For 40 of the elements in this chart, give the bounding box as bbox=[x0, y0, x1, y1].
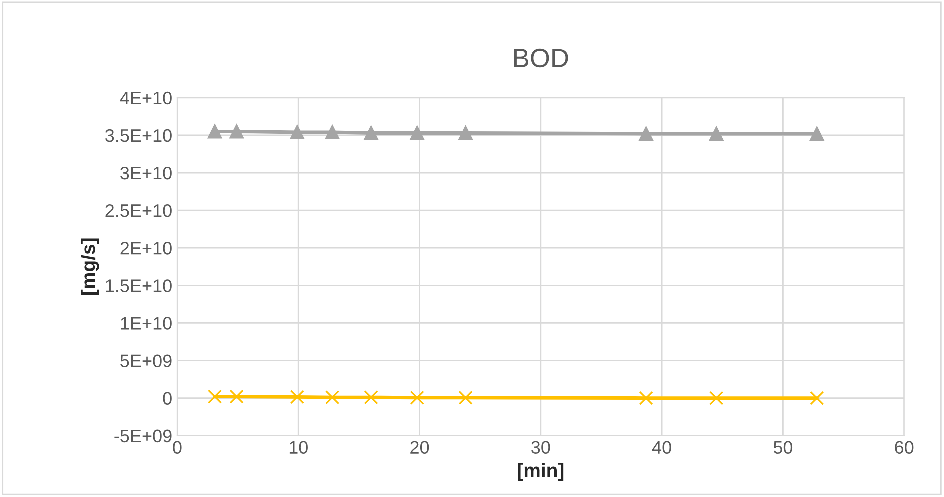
point bbox=[410, 390, 424, 406]
point bbox=[709, 126, 724, 142]
point bbox=[325, 125, 340, 140]
point bbox=[290, 390, 304, 404]
point bbox=[639, 126, 654, 142]
point bbox=[208, 390, 222, 404]
point bbox=[230, 390, 244, 404]
y-tick-label: 5E+09 bbox=[120, 354, 172, 368]
x-axis-title: [min] bbox=[518, 463, 564, 482]
y-tick-label: 3E+10 bbox=[120, 166, 172, 180]
point bbox=[364, 390, 378, 405]
point bbox=[810, 126, 824, 142]
point bbox=[325, 390, 340, 405]
point bbox=[230, 124, 244, 139]
point bbox=[290, 125, 304, 140]
point bbox=[810, 391, 824, 406]
x-tick-label: 60 bbox=[895, 441, 914, 454]
x-tick-label: 50 bbox=[774, 441, 793, 454]
y-tick-label: 3.5E+10 bbox=[106, 129, 172, 142]
y-tick-label: 1E+10 bbox=[121, 317, 172, 330]
point bbox=[458, 390, 473, 406]
y-tick-label: 1.5E+10 bbox=[106, 280, 172, 292]
chart-title: BOD bbox=[514, 48, 568, 68]
y-tick-label: 2E+10 bbox=[120, 242, 172, 255]
y-tick-label: 4E+10 bbox=[120, 92, 172, 105]
x-tick-label: 0 bbox=[173, 441, 182, 454]
point bbox=[364, 126, 378, 140]
x-tick-label: 40 bbox=[652, 441, 672, 454]
y-tick-label: 0 bbox=[163, 392, 172, 406]
x-tick-label: 20 bbox=[410, 441, 430, 454]
point bbox=[410, 126, 424, 140]
y-axis-title: [mg/s] bbox=[81, 238, 100, 295]
y-tick-label: -5E+09 bbox=[114, 430, 172, 443]
x-tick-label: 30 bbox=[532, 441, 550, 454]
x-tick-label: 10 bbox=[290, 441, 308, 454]
point bbox=[458, 126, 473, 140]
y-tick-label: 2.5E+10 bbox=[106, 204, 172, 218]
point bbox=[639, 391, 654, 406]
point bbox=[208, 124, 222, 139]
point bbox=[709, 391, 724, 406]
